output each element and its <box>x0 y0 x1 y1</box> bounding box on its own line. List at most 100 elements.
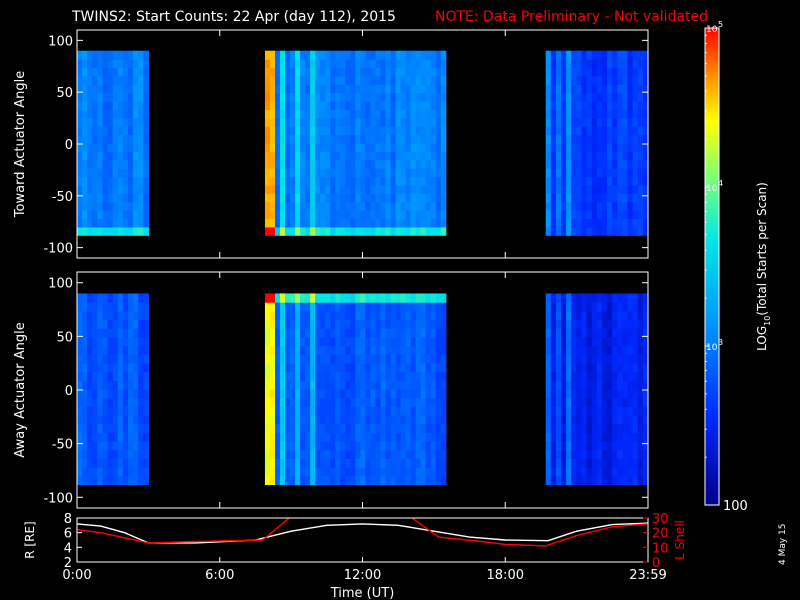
heatmap-cell <box>77 151 83 161</box>
heatmap-cell <box>601 159 608 169</box>
heatmap-cell <box>122 193 129 203</box>
heatmap-cell <box>385 362 392 373</box>
heatmap-cell <box>112 218 119 228</box>
heatmap-cell <box>375 193 382 203</box>
heatmap-cell <box>290 176 296 186</box>
heatmap-cell <box>275 388 281 399</box>
heatmap-cell <box>571 210 577 220</box>
heatmap-cell <box>315 59 321 69</box>
heatmap-cell <box>315 336 321 347</box>
heatmap-cell <box>102 458 109 468</box>
heatmap-cell <box>285 201 291 211</box>
heatmap-cell <box>310 210 316 220</box>
heatmap-cell <box>320 293 326 303</box>
heatmap-cell <box>385 310 392 321</box>
heatmap-cell <box>545 302 552 312</box>
heatmap-cell <box>117 458 124 468</box>
heatmap-cell <box>102 109 109 119</box>
heatmap-cell <box>385 441 392 451</box>
heatmap-cell <box>264 142 271 152</box>
heatmap-cell <box>138 310 144 321</box>
heatmap-cell <box>264 67 271 77</box>
heatmap-cell <box>555 126 562 136</box>
heatmap-cell <box>622 92 629 102</box>
heatmap-cell <box>77 449 83 459</box>
heatmap-cell <box>350 84 356 94</box>
heatmap-cell <box>622 449 629 459</box>
heatmap-cell <box>264 168 271 178</box>
heatmap-cell <box>280 109 286 119</box>
heatmap-cell <box>617 423 624 433</box>
heatmap-cell <box>375 458 382 468</box>
heatmap-cell <box>305 84 311 94</box>
heatmap-cell <box>310 201 316 211</box>
heatmap-cell <box>405 84 412 94</box>
heatmap-cell <box>420 380 427 390</box>
heatmap-cell <box>405 354 412 364</box>
heatmap-cell <box>300 193 306 203</box>
heatmap-cell <box>117 388 124 399</box>
heatmap-cell <box>290 362 296 373</box>
heatmap-cell <box>617 371 624 381</box>
heatmap-cell <box>550 406 557 416</box>
heatmap-cell <box>637 336 644 347</box>
y-tick-label: 0 <box>65 384 73 399</box>
heatmap-cell <box>395 302 402 312</box>
heatmap-cell <box>601 328 608 338</box>
heatmap-cell <box>305 328 311 338</box>
heatmap-cell <box>440 84 447 94</box>
heatmap-cell <box>310 293 316 303</box>
heatmap-cell <box>581 168 588 178</box>
heatmap-cell <box>591 328 598 338</box>
heatmap-cell <box>360 92 367 102</box>
heatmap-cell <box>112 201 119 211</box>
heatmap-cell <box>390 371 397 381</box>
heatmap-cell <box>425 184 432 194</box>
heatmap-cell <box>390 134 397 144</box>
heatmap-cell <box>395 380 402 390</box>
heatmap-cell <box>617 101 624 111</box>
heatmap-cell <box>601 458 608 468</box>
heatmap-cell <box>290 142 296 152</box>
heatmap-cell <box>370 310 377 321</box>
heatmap-cell <box>300 210 306 220</box>
colorbar-segment <box>705 250 719 256</box>
heatmap-cell <box>561 159 567 169</box>
colorbar-tick-label: 100 <box>723 499 748 514</box>
heatmap-cell <box>97 371 104 381</box>
heatmap-cell <box>395 142 402 152</box>
heatmap-cell <box>269 210 276 220</box>
heatmap-cell <box>627 117 634 127</box>
heatmap-cell <box>330 441 336 451</box>
heatmap-cell <box>355 109 361 119</box>
heatmap-cell <box>622 388 629 399</box>
heatmap-cell <box>576 117 583 127</box>
heatmap-cell <box>410 75 417 85</box>
heatmap-cell <box>77 159 83 169</box>
heatmap-cell <box>310 176 316 186</box>
heatmap-cell <box>330 293 336 303</box>
heatmap-cell <box>617 59 624 69</box>
heatmap-cell <box>555 388 562 399</box>
heatmap-cell <box>566 184 572 194</box>
heatmap-cell <box>627 218 634 228</box>
heatmap-cell <box>380 354 387 364</box>
heatmap-cell <box>290 168 296 178</box>
heatmap-cell <box>335 371 341 381</box>
heatmap-cell <box>92 319 98 329</box>
heatmap-cell <box>632 388 639 399</box>
heatmap-cell <box>280 101 286 111</box>
heatmap-cell <box>264 354 271 364</box>
heatmap-cell <box>102 310 109 321</box>
heatmap-cell <box>325 210 331 220</box>
heatmap-cell <box>112 310 119 321</box>
heatmap-cell <box>632 380 639 390</box>
heatmap-cell <box>107 134 114 144</box>
heatmap-cell <box>97 193 104 203</box>
heatmap-cell <box>335 84 341 94</box>
heatmap-cell <box>97 328 104 338</box>
heatmap-cell <box>390 117 397 127</box>
heatmap-cell <box>310 226 316 236</box>
heatmap-cell <box>355 92 361 102</box>
heatmap-cell <box>107 423 114 433</box>
